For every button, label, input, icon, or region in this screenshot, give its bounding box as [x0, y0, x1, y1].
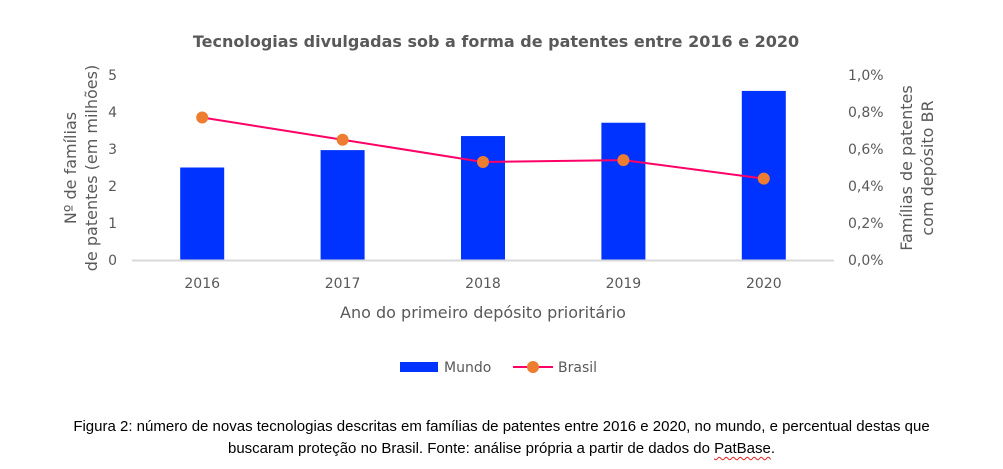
right-tick-label: 0,4% [848, 179, 884, 195]
brasil-marker-2016 [196, 111, 209, 124]
brasil-marker-2020 [757, 172, 770, 185]
brasil-marker-2017 [336, 133, 349, 146]
right-tick-label: 0,0% [848, 253, 884, 269]
right-tick-label: 1,0% [848, 68, 884, 84]
x-tick-label: 2020 [746, 276, 782, 292]
chart-title: Tecnologias divulgadas sob a forma de pa… [193, 32, 799, 51]
x-axis-labels: 2016 2017 2018 2019 2020 [184, 276, 781, 292]
brasil-marker-2019 [617, 154, 630, 167]
legend: Mundo Brasil [400, 360, 597, 376]
left-axis-title-line1: Nº de famílias [61, 112, 80, 224]
x-tick-label: 2017 [325, 276, 361, 292]
x-tick-label: 2016 [184, 276, 220, 292]
right-tick-label: 0,2% [848, 216, 884, 232]
caption-line-2: buscaram proteção no Brasil. Fonte: anál… [0, 438, 1003, 460]
bar-2016 [180, 167, 225, 260]
left-tick-label: 4 [108, 105, 117, 121]
brasil-line-series [196, 111, 770, 185]
x-tick-label: 2018 [465, 276, 501, 292]
left-axis-ticks: 0 1 2 3 4 5 [108, 68, 117, 269]
right-axis-title-line2: com depósito BR [918, 100, 937, 235]
left-tick-label: 1 [108, 216, 117, 232]
x-tick-label: 2019 [606, 276, 642, 292]
left-tick-label: 0 [108, 253, 117, 269]
legend-brasil-label: Brasil [558, 360, 597, 376]
caption-line-2-text: buscaram proteção no Brasil. Fonte: anál… [228, 440, 715, 457]
x-axis-title: Ano do primeiro depósito prioritário [340, 303, 626, 322]
caption-line-2-end: . [770, 440, 775, 457]
left-axis-title-line2: de patentes (em milhões) [82, 65, 101, 271]
bar-2017 [320, 150, 365, 260]
legend-brasil-marker [527, 361, 539, 373]
legend-mundo-swatch [400, 362, 438, 372]
bar-2018 [461, 136, 505, 260]
legend-mundo-label: Mundo [444, 360, 491, 376]
right-axis-title-line1: Famílias de patentes [897, 85, 916, 250]
right-axis-ticks: 0,0% 0,2% 0,4% 0,6% 0,8% 1,0% [848, 68, 884, 269]
left-tick-label: 2 [108, 179, 117, 195]
figure-caption: Figura 2: número de novas tecnologias de… [0, 416, 1003, 460]
mundo-bars [180, 90, 786, 260]
brasil-marker-2018 [477, 155, 489, 168]
left-tick-label: 3 [108, 142, 117, 158]
right-tick-label: 0,8% [848, 105, 884, 121]
left-tick-label: 5 [108, 68, 117, 84]
spellcheck-flagged-word: PatBase [714, 440, 771, 457]
combo-chart: Tecnologias divulgadas sob a forma de pa… [61, 32, 937, 376]
caption-line-1: Figura 2: número de novas tecnologias de… [73, 418, 930, 435]
bar-2019 [601, 122, 646, 260]
right-tick-label: 0,6% [848, 142, 884, 158]
